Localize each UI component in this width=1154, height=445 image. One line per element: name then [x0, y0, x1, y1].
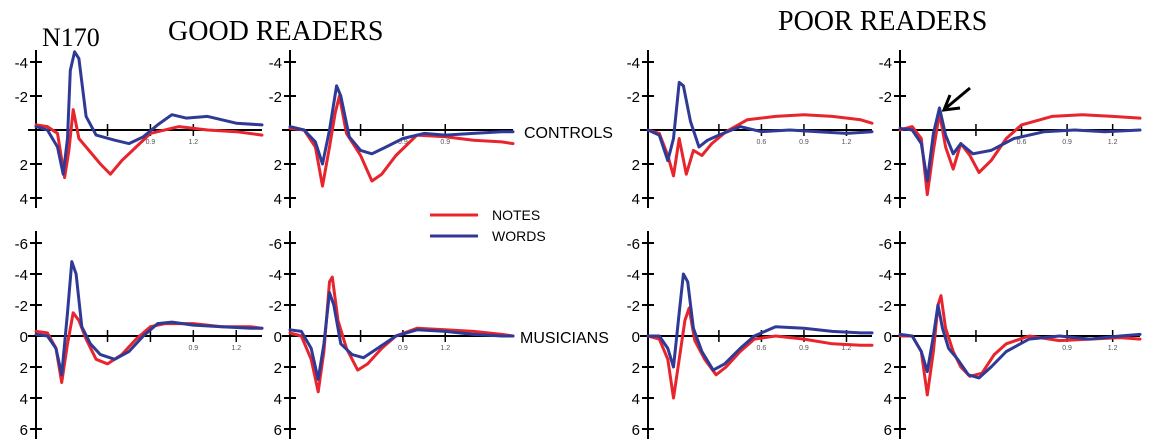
erp-panel-musicians-4: -6 -4 -2 0 2 4 6 0.9 1.2 — [879, 231, 1142, 439]
y-tick-label: 4 — [884, 391, 892, 408]
x-tick-label: 0.6 — [757, 345, 767, 352]
x-tick-label: 1.2 — [842, 139, 852, 146]
arrow-annotation — [941, 86, 971, 112]
legend: NOTES WORDS — [430, 207, 546, 244]
y-tick-label: 2 — [274, 360, 282, 377]
y-tick-label: -6 — [879, 236, 892, 253]
series-line-notes — [646, 306, 874, 400]
x-tick-label: 1.2 — [1108, 345, 1118, 352]
y-tick-label: 2 — [884, 157, 892, 174]
y-tick-label: -6 — [627, 236, 640, 253]
x-tick-label: 0.6 — [757, 139, 767, 146]
erp-panel-controls-1: -4 -2 2 4 0.9 1.2 — [15, 50, 264, 208]
y-tick-label: -2 — [269, 89, 282, 106]
y-tick-label: 4 — [632, 391, 640, 408]
y-tick-label: 2 — [20, 157, 28, 174]
y-tick-label: 2 — [20, 360, 28, 377]
x-tick-label: 0.9 — [188, 345, 198, 352]
x-tick-label: 1.2 — [231, 345, 241, 352]
erp-panel-controls-3: -4 -2 2 4 0.6 0.9 1.2 — [627, 50, 874, 208]
series-line-words — [898, 303, 1142, 380]
legend-label-notes: NOTES — [492, 207, 540, 223]
x-tick-label: 1.2 — [440, 345, 450, 352]
y-tick-label: 4 — [632, 191, 640, 208]
series-line-notes — [646, 113, 874, 178]
series-line-words — [288, 84, 515, 166]
series-line-words — [898, 106, 1142, 183]
y-tick-label: -4 — [15, 267, 28, 284]
y-tick-label: 4 — [884, 191, 892, 208]
arrow-head — [941, 94, 961, 112]
series-line-words — [646, 272, 874, 372]
x-tick-label: 0.9 — [799, 345, 809, 352]
y-tick-label: 0 — [632, 329, 640, 346]
x-tick-label: 0.9 — [398, 139, 408, 146]
y-tick-label: -4 — [879, 267, 892, 284]
y-tick-label: 4 — [274, 191, 282, 208]
y-tick-label: 6 — [274, 422, 282, 439]
y-tick-label: -4 — [627, 55, 640, 72]
y-tick-label: 0 — [274, 329, 282, 346]
x-tick-label: 0.9 — [1062, 139, 1072, 146]
y-tick-label: 0 — [20, 329, 28, 346]
series-line-notes — [288, 94, 515, 188]
component-label: N170 — [42, 23, 100, 52]
y-tick-label: 2 — [884, 360, 892, 377]
y-tick-label: 0 — [884, 329, 892, 346]
y-tick-label: -2 — [627, 298, 640, 315]
y-tick-label: -2 — [879, 89, 892, 106]
x-tick-label: 1.2 — [188, 139, 198, 146]
series-line-words — [646, 80, 874, 163]
y-tick-label: -4 — [15, 55, 28, 72]
x-tick-label: 1.2 — [842, 345, 852, 352]
row-label-musicians: MUSICIANS — [520, 330, 609, 347]
y-tick-label: -2 — [879, 298, 892, 315]
erp-panel-controls-2: -4 -2 2 4 0.9 0.9 — [269, 50, 515, 208]
series-line-notes — [34, 311, 264, 384]
y-tick-label: -4 — [269, 267, 282, 284]
group-title-good: GOOD READERS — [168, 16, 383, 47]
y-tick-label: -6 — [15, 236, 28, 253]
y-tick-label: -2 — [15, 298, 28, 315]
y-tick-label: 2 — [632, 157, 640, 174]
y-tick-label: -6 — [269, 236, 282, 253]
legend-label-words: WORDS — [492, 228, 546, 244]
x-tick-label: 0.6 — [1017, 139, 1027, 146]
y-tick-label: -4 — [627, 267, 640, 284]
series-line-notes — [288, 275, 515, 394]
y-tick-label: 2 — [632, 360, 640, 377]
erp-panel-musicians-2: -6 -4 -2 0 2 4 6 0.9 1.2 — [269, 231, 515, 439]
series-line-notes — [898, 111, 1142, 197]
y-tick-label: 6 — [884, 422, 892, 439]
y-tick-label: -2 — [15, 89, 28, 106]
y-tick-label: 6 — [632, 422, 640, 439]
y-tick-label: -4 — [269, 55, 282, 72]
x-tick-label: 0.9 — [799, 139, 809, 146]
y-tick-label: 2 — [274, 157, 282, 174]
series-line-words — [34, 260, 264, 377]
x-tick-label: 0.9 — [146, 139, 156, 146]
arrow-shaft — [945, 86, 971, 110]
x-tick-label: 0.9 — [398, 345, 408, 352]
erp-panel-controls-4: -4 -2 2 4 0.6 0.9 1.2 — [879, 50, 1142, 208]
x-tick-label: 0.9 — [440, 139, 450, 146]
erp-panel-musicians-3: -6 -4 -2 0 2 4 6 0.6 0.9 1.2 — [627, 231, 874, 439]
y-tick-label: 6 — [20, 422, 28, 439]
y-tick-label: 4 — [20, 391, 28, 408]
y-tick-label: 4 — [20, 191, 28, 208]
x-tick-label: 1.2 — [1108, 139, 1118, 146]
y-tick-label: -2 — [627, 89, 640, 106]
y-tick-label: 4 — [274, 391, 282, 408]
row-label-controls: CONTROLS — [524, 125, 613, 142]
series-line-words — [34, 50, 264, 176]
y-tick-label: -2 — [269, 298, 282, 315]
y-tick-label: -4 — [879, 55, 892, 72]
series-line-notes — [898, 294, 1142, 397]
series-line-words — [288, 291, 515, 381]
erp-panel-musicians-1: -6 -4 -2 0 2 4 6 0.9 1.2 — [15, 231, 264, 439]
group-title-poor: POOR READERS — [778, 6, 987, 37]
x-tick-label: 0.9 — [1062, 345, 1072, 352]
